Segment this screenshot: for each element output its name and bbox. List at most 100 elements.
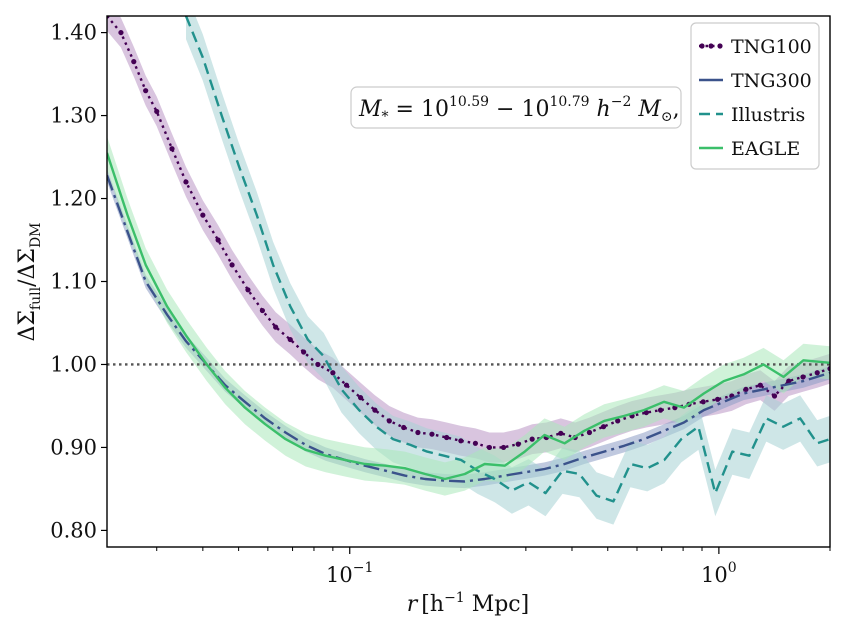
marker-tng100 [154, 108, 160, 115]
x-tick-base: 10 [326, 563, 353, 587]
y-tick-label: 1.30 [50, 104, 97, 128]
annotation-box [350, 86, 682, 129]
marker-tng100 [643, 409, 649, 416]
marker-tng100 [343, 382, 350, 388]
marker-tng100 [200, 212, 206, 218]
marker-tng100 [757, 382, 763, 388]
x-tick-base: 10 [701, 563, 728, 587]
anno-dash: − 10 [489, 97, 549, 122]
marker-tng100 [600, 424, 607, 430]
legend-box [690, 22, 820, 170]
marker-tng100 [500, 444, 507, 451]
marker-tng100 [586, 429, 593, 436]
marker-tng100 [771, 393, 778, 399]
marker-tng100 [558, 430, 564, 436]
x-tick-exp: 0 [728, 560, 737, 576]
marker-tng100 [273, 324, 279, 330]
ylabel-b-sub: DM [28, 222, 44, 248]
y-axis: 0.80 0.90 1.00 1.10 1.20 1.30 1.40 [50, 21, 107, 542]
marker-tng100 [429, 431, 435, 437]
marker-tng100 [301, 349, 307, 355]
marker-tng100 [657, 407, 664, 413]
ylabel-slash: /ΔΣ [15, 248, 40, 287]
marker-tng100 [259, 307, 266, 314]
legend-label-eagle: EAGLE [731, 138, 800, 160]
marker-tng100 [415, 429, 421, 436]
ylabel-a-sub: full [28, 286, 44, 310]
marker-tng100 [800, 374, 806, 380]
band-eagle [107, 136, 830, 496]
legend-marker-tng100 [708, 43, 714, 49]
legend-items: TNG100 TNG300 Illustris EAGLE [699, 36, 812, 160]
xlabel-unit-tail: Mpc] [465, 592, 530, 617]
marker-tng100 [743, 386, 749, 392]
marker-tng100 [386, 418, 392, 424]
y-axis-label: ΔΣfull/ΔΣDM [15, 222, 44, 341]
anno-tail: , [673, 97, 680, 122]
x-axis: 10−1 100 [156, 547, 831, 587]
x-axis-label: r [h−1 Mpc] [407, 590, 529, 617]
mass-range-annotation: M* = 1010.59 − 1010.79 h−2 M⊙, [350, 86, 682, 129]
series-lines [107, 16, 830, 503]
line-tng100 [107, 16, 830, 449]
marker-tng100 [372, 407, 378, 413]
legend-label-tng100: TNG100 [731, 36, 812, 58]
anno-exp2: 10.79 [549, 94, 589, 110]
y-tick-label: 0.90 [50, 435, 97, 459]
marker-tng100 [183, 179, 189, 185]
anno-exp1: 10.59 [449, 94, 489, 110]
x-tick-label: 10−1 [326, 560, 373, 587]
marker-tng100 [401, 424, 407, 431]
marker-tng100 [143, 88, 149, 94]
anno-lhs: M [358, 97, 382, 122]
xlabel-unit-lead: [h [421, 592, 444, 617]
marker-tng100 [131, 59, 137, 65]
marker-tng100 [315, 361, 321, 368]
legend-label-illustris: Illustris [731, 104, 805, 126]
legend-label-tng300: TNG300 [731, 70, 812, 92]
marker-tng100 [529, 436, 535, 442]
anno-msun: M [631, 97, 661, 122]
anno-lhs-sub: * [382, 109, 389, 125]
y-tick-label: 1.10 [50, 270, 97, 294]
anno-hexp: −2 [611, 94, 632, 110]
line-tng300 [107, 174, 830, 483]
legend-marker-tng100 [699, 43, 705, 49]
ylabel-a: ΔΣ [15, 310, 40, 341]
marker-tng100 [330, 370, 336, 376]
marker-tng100 [472, 440, 479, 446]
marker-tng100 [700, 399, 706, 405]
marker-tng100 [444, 434, 450, 441]
marker-tng100 [615, 418, 621, 424]
x-tick-exp: −1 [353, 560, 374, 576]
marker-tng100 [245, 287, 251, 293]
marker-tng100 [714, 396, 721, 402]
y-tick-label: 0.80 [50, 518, 97, 542]
marker-tng100 [786, 378, 792, 384]
x-tick-label: 100 [701, 560, 737, 587]
marker-tng100 [486, 444, 493, 451]
marker-tng100 [814, 370, 820, 376]
legend-marker-tng100 [717, 43, 723, 49]
marker-tng100 [515, 441, 521, 447]
marker-tng100 [169, 146, 175, 152]
line-illustris [184, 16, 830, 503]
marker-tng100 [287, 336, 293, 343]
y-tick-label: 1.00 [50, 352, 97, 376]
anno-h: h [590, 97, 611, 122]
xlabel-main: r [407, 592, 419, 617]
xlabel-unit-exp: −1 [444, 590, 465, 606]
marker-tng100 [118, 29, 124, 36]
band-tng100 [107, 16, 830, 463]
annotation-text: M* = 1010.59 − 1010.79 h−2 M⊙, [358, 94, 680, 125]
y-tick-label: 1.40 [50, 21, 97, 45]
marker-tng100 [458, 438, 464, 444]
legend: TNG100 TNG300 Illustris EAGLE [690, 22, 820, 170]
marker-tng100 [229, 262, 235, 268]
y-tick-label: 1.20 [50, 187, 97, 211]
line-eagle [107, 152, 830, 481]
anno-msun-sub: ⊙ [661, 109, 673, 125]
marker-tng100 [357, 395, 364, 401]
marker-tng100 [215, 237, 221, 243]
